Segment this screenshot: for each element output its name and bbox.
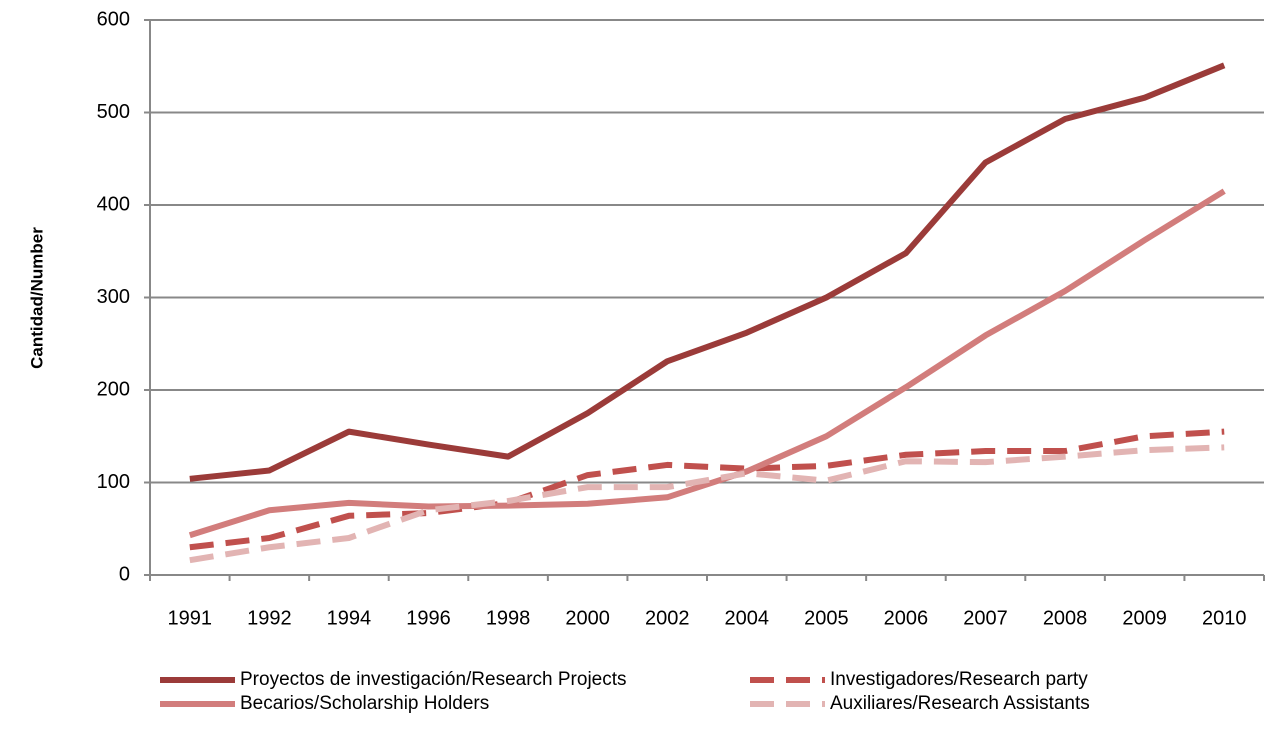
x-tick-label: 2008 — [1043, 607, 1088, 629]
legend-label: Investigadores/Research party — [830, 669, 1088, 690]
x-tick-label: 2005 — [804, 607, 849, 629]
x-tick-label: 2000 — [565, 607, 610, 629]
y-tick-label: 100 — [97, 471, 130, 493]
x-tick-label: 2009 — [1122, 607, 1167, 629]
series-line — [189, 62, 1226, 482]
x-tick-label: 1992 — [247, 607, 292, 629]
y-tick-label: 500 — [97, 101, 130, 123]
series-line — [189, 444, 1225, 564]
legend-label: Becarios/Scholarship Holders — [240, 693, 489, 714]
y-tick-label: 200 — [97, 378, 130, 400]
series-line — [188, 188, 1226, 539]
x-tick-label: 1998 — [486, 607, 531, 629]
x-tick-label: 2002 — [645, 607, 690, 629]
y-tick-label: 600 — [97, 8, 130, 30]
x-tick-label: 1994 — [327, 607, 372, 629]
y-axis-label: Cantidad/Number — [27, 227, 46, 369]
x-tick-label: 1991 — [168, 607, 213, 629]
y-tick-label: 300 — [97, 286, 130, 308]
y-tick-label: 400 — [97, 193, 130, 215]
x-tick-label: 2007 — [963, 607, 1008, 629]
x-tick-label: 2010 — [1202, 607, 1247, 629]
x-tick-label: 2006 — [884, 607, 929, 629]
series-line — [189, 428, 1225, 551]
legend-label: Proyectos de investigación/Research Proj… — [240, 669, 627, 690]
legend-label: Auxiliares/Research Assistants — [830, 693, 1090, 714]
x-tick-label: 2004 — [725, 607, 770, 629]
x-tick-label: 1996 — [406, 607, 451, 629]
y-tick-label: 0 — [119, 563, 130, 585]
